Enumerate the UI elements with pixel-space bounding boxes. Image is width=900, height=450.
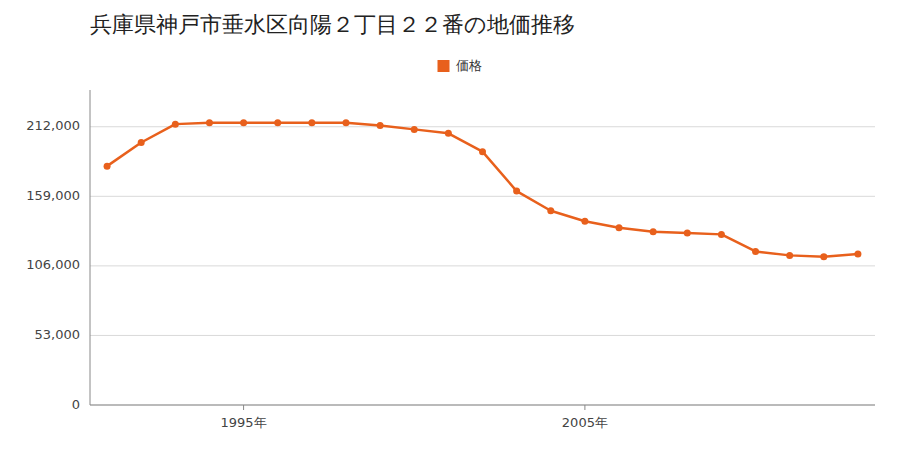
plot-area bbox=[104, 119, 862, 260]
y-axis: 0 53,000 106,000 159,000 212,000 bbox=[26, 90, 875, 412]
chart-container: 0 53,000 106,000 159,000 212,000 1995年 2005年 兵庫… bbox=[0, 0, 900, 450]
legend: 価格 bbox=[438, 58, 482, 73]
x-axis: 1995年 2005年 bbox=[90, 405, 875, 430]
point bbox=[854, 251, 861, 258]
point bbox=[206, 119, 213, 126]
point bbox=[240, 119, 247, 126]
y-axis-line bbox=[90, 90, 91, 405]
point bbox=[616, 224, 623, 231]
point bbox=[650, 228, 657, 235]
grid-line bbox=[90, 265, 875, 266]
point bbox=[479, 148, 486, 155]
point bbox=[138, 139, 145, 146]
point bbox=[377, 122, 384, 129]
x-tick bbox=[243, 405, 244, 410]
chart: 0 53,000 106,000 159,000 212,000 1995年 2005年 兵庫… bbox=[0, 0, 900, 450]
y-tick-label: 0 bbox=[72, 397, 80, 412]
grid-line bbox=[90, 126, 875, 127]
grid-line bbox=[90, 335, 875, 336]
point bbox=[752, 248, 759, 255]
y-tick-label: 212,000 bbox=[26, 118, 80, 133]
title: 兵庫県神戸市垂水区向陽２丁目２２番の地価推移 bbox=[90, 12, 575, 37]
point bbox=[308, 119, 315, 126]
point bbox=[684, 230, 691, 237]
point bbox=[513, 188, 520, 195]
series-line bbox=[107, 123, 858, 257]
point bbox=[581, 218, 588, 225]
point bbox=[342, 119, 349, 126]
point bbox=[411, 126, 418, 133]
y-tick-label: 106,000 bbox=[26, 257, 80, 272]
legend-swatch bbox=[438, 60, 450, 72]
x-tick-label: 2005年 bbox=[562, 415, 608, 430]
x-tick-label: 1995年 bbox=[221, 415, 267, 430]
point bbox=[786, 252, 793, 259]
x-tick bbox=[584, 405, 585, 410]
point bbox=[172, 121, 179, 128]
point bbox=[547, 207, 554, 214]
grid-line bbox=[90, 196, 875, 197]
point bbox=[820, 253, 827, 260]
x-axis-line bbox=[90, 405, 875, 406]
point bbox=[445, 130, 452, 137]
grid-line bbox=[90, 405, 875, 406]
point bbox=[274, 119, 281, 126]
point bbox=[104, 163, 111, 170]
point bbox=[718, 231, 725, 238]
y-tick-label: 159,000 bbox=[26, 188, 80, 203]
y-tick-label: 53,000 bbox=[35, 327, 81, 342]
legend-label: 価格 bbox=[456, 58, 482, 73]
